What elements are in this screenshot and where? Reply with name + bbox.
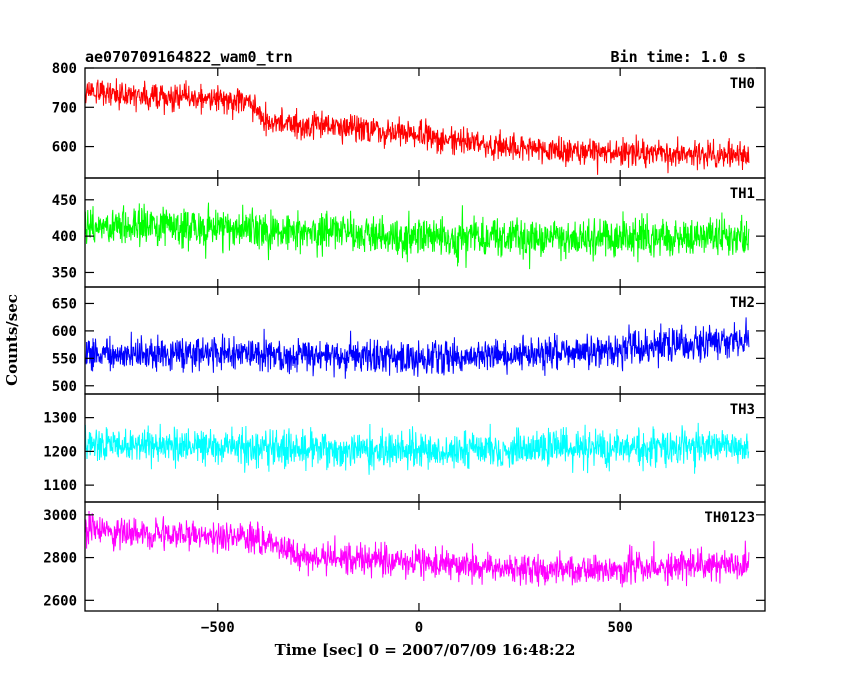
panel-label-th1: TH1 [730,186,755,202]
series-line-th2 [85,317,749,378]
series-line-th0123 [85,511,749,587]
y-tick-label-th0: 600 [52,140,77,156]
y-tick-label-th1: 350 [52,265,77,281]
y-tick-label-th3: 1300 [43,411,77,427]
x-axis-label: Time [sec] 0 = 2007/07/09 16:48:22 [275,641,576,659]
panel-frame-th0 [85,68,765,178]
y-tick-label-th1: 450 [52,193,77,209]
y-tick-label-th0123: 2800 [43,551,77,567]
lightcurve-figure: ae070709164822_wam0_trn Bin time: 1.0 s … [0,0,850,680]
series-line-th3 [85,423,749,475]
panel-th0123: 2600 2800 3000 TH0123 [43,502,765,611]
x-tick-label: −500 [201,620,235,636]
panel-th2: 500 550 600 650 TH2 [52,287,765,395]
y-tick-label-th0123: 2600 [43,593,77,609]
y-tick-label-th3: 1100 [43,478,77,494]
x-tick-label: 500 [607,620,632,636]
y-axis-label: Counts/sec [3,294,21,386]
panel-label-th0123: TH0123 [704,510,755,526]
x-tick-label: 0 [415,620,423,636]
lightcurve-chart: ae070709164822_wam0_trn Bin time: 1.0 s … [0,0,850,680]
panel-label-th0: TH0 [730,76,755,92]
chart-title-left: ae070709164822_wam0_trn [85,48,293,66]
y-tick-label-th3: 1200 [43,444,77,460]
series-line-th1 [85,203,749,270]
y-tick-label-th2: 550 [52,351,77,367]
panel-th0: 600 700 800 TH0 [52,61,765,178]
y-tick-label-th2: 500 [52,379,77,395]
y-tick-label-th0: 700 [52,100,77,116]
panel-th3: 1100 1200 1300 TH3 [43,394,765,502]
panel-label-th2: TH2 [730,295,755,311]
y-tick-label-th1: 400 [52,229,77,245]
panel-label-th3: TH3 [730,402,755,418]
panel-th1: 350 400 450 TH1 [52,178,765,287]
y-tick-label-th2: 650 [52,296,77,312]
y-tick-label-th0: 800 [52,61,77,77]
chart-title-right: Bin time: 1.0 s [611,48,746,66]
y-tick-label-th2: 600 [52,324,77,340]
y-tick-label-th0123: 3000 [43,508,77,524]
series-line-th0 [85,78,749,175]
